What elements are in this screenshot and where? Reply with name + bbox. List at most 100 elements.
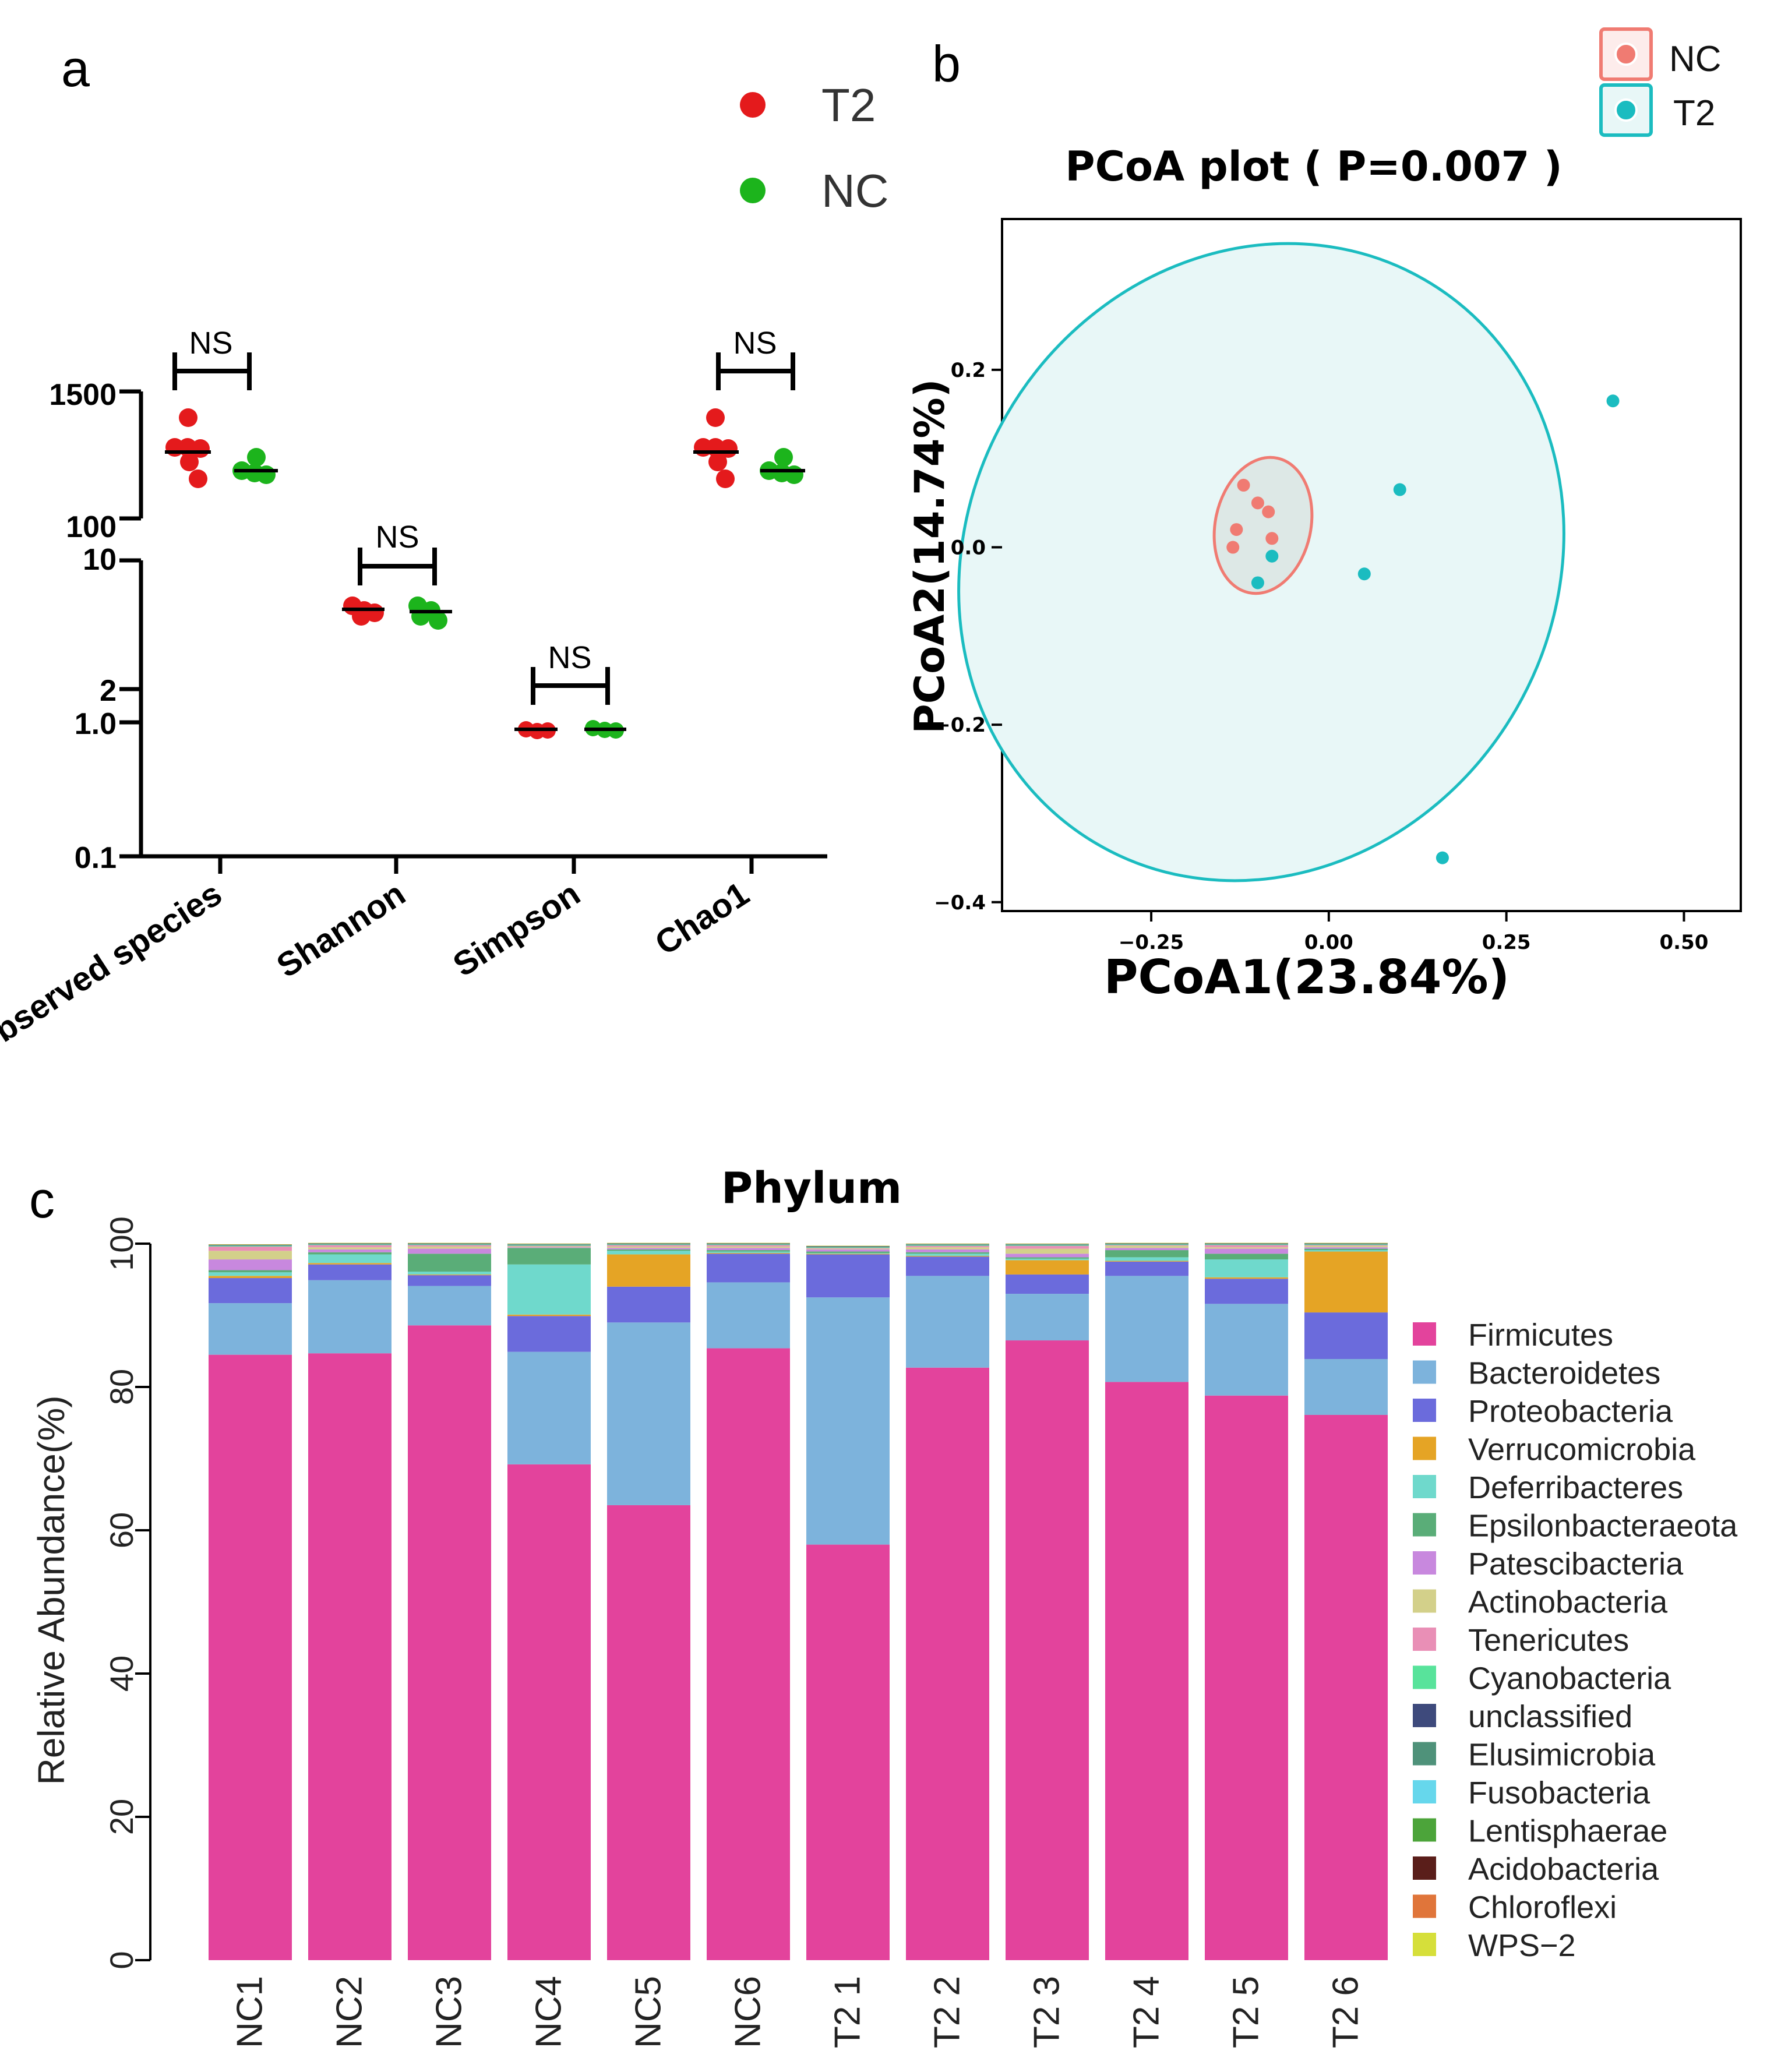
- legend-b-label-nc: NC: [1669, 39, 1722, 79]
- bar-segment-nc3-patescibacteria: [408, 1248, 491, 1254]
- bar-segment-t21-patescibacteria: [806, 1249, 890, 1252]
- bar-segment-t25-wps2: [1205, 1243, 1288, 1244]
- pcoa-xtick-label-1: −0.25: [1119, 931, 1184, 954]
- xtick-label-c-t22: T2 2: [927, 1976, 968, 2048]
- legend-c-swatch-patescibacteria: [1413, 1551, 1436, 1575]
- point-a-cha-nc-4: [785, 465, 803, 484]
- bar-segment-t25-firmicutes: [1205, 1395, 1288, 1960]
- bar-segment-nc6-verrucomicrobia: [707, 1252, 790, 1254]
- bar-segment-t23-actinobacteria: [1006, 1248, 1089, 1254]
- panel-letter-b: b: [932, 35, 961, 93]
- bracket-shannon: NS: [358, 520, 437, 585]
- legend-c-swatch-actinobacteria: [1413, 1589, 1436, 1613]
- pcoa-point-t2-6: [1436, 851, 1449, 864]
- bar-segment-t22-proteobacteria: [906, 1256, 989, 1276]
- bar-segment-nc1-verrucomicrobia: [209, 1276, 292, 1279]
- bar-segment-nc5-wps2: [607, 1243, 690, 1244]
- bar-segment-t23-deferribacteres: [1006, 1258, 1089, 1261]
- legend-b-label-t2: T2: [1673, 93, 1715, 133]
- legend-c-swatch-acidobacteria: [1413, 1856, 1436, 1880]
- significance-a: NS NS NS NS: [172, 326, 795, 705]
- ns-label-simpson: NS: [548, 640, 591, 675]
- xtick-label-c-t23: T2 3: [1027, 1976, 1067, 2048]
- legend-c-label-wps2: WPS−2: [1468, 1928, 1576, 1963]
- bar-segment-nc4-epsilonbacteraeota: [507, 1248, 591, 1265]
- legend-c-swatch-wps2: [1413, 1933, 1436, 1956]
- bar-segment-nc2-unclassified: [308, 1244, 392, 1245]
- bar-segment-t22-deferribacteres: [906, 1254, 989, 1256]
- xtick-label-c-nc1: NC1: [230, 1976, 270, 2048]
- bar-segment-nc3-cyanobacteria: [408, 1244, 491, 1245]
- axes-b: −0.25 0.00 0.25 0.50 −0.4 −0.2 0.0 0.2: [934, 359, 1708, 954]
- bar-segment-nc6-patescibacteria: [707, 1248, 790, 1251]
- legend-c-swatch-elusimicrobia: [1413, 1742, 1436, 1766]
- xtick-label-a-shannon: Shannon: [270, 874, 412, 985]
- bar-segment-nc2-verrucomicrobia: [308, 1263, 392, 1265]
- bar-segment-nc1-tenericutes: [209, 1246, 292, 1251]
- chart-b-ylabel: PCoA2(14.74%): [906, 379, 954, 733]
- bar-segment-t23-epsilonbacteraeota: [1006, 1257, 1089, 1259]
- ytick-label-c-80: 80: [103, 1369, 140, 1405]
- chart-c-ylabel: Relative Abundance(%): [30, 1396, 72, 1785]
- xtick-label-a-simpson: Simpson: [446, 874, 587, 984]
- bar-segment-nc1-deferribacteres: [209, 1272, 292, 1276]
- bar-segment-nc3-tenericutes: [408, 1245, 491, 1247]
- panel-letter-c: c: [29, 1171, 55, 1229]
- ns-label-chao1: NS: [733, 326, 777, 361]
- legend-c-swatch-firmicutes: [1413, 1322, 1436, 1346]
- legend-a-label-t2: T2: [821, 79, 876, 131]
- legend-c-label-acidobacteria: Acidobacteria: [1468, 1852, 1659, 1887]
- bar-segment-nc2-firmicutes: [308, 1353, 392, 1960]
- ytick-label-a-100: 100: [66, 510, 117, 544]
- pcoa-point-nc-5: [1226, 541, 1240, 554]
- bar-segment-t21-wps2: [806, 1245, 890, 1247]
- panel-c: Phylum 0 20 40 60 80 100 NC1 NC2 NC3 NC4 NC5 NC6 T2 …: [30, 1163, 1738, 2048]
- legend-c: FirmicutesBacteroidetesProteobacteriaVer…: [1413, 1318, 1738, 1963]
- legend-c-label-actinobacteria: Actinobacteria: [1468, 1585, 1668, 1620]
- bar-segment-t22-epsilonbacteraeota: [906, 1252, 989, 1254]
- bar-segment-t23-fusobacteria: [1006, 1244, 1089, 1245]
- bar-segment-t24-actinobacteria: [1105, 1245, 1188, 1248]
- legend-c-swatch-bacteroidetes: [1413, 1360, 1436, 1384]
- bar-segment-nc4-tenericutes: [507, 1245, 591, 1247]
- xtick-label-a-chao1: Chao1: [648, 874, 756, 962]
- legend-c-swatch-verrucomicrobia: [1413, 1436, 1436, 1460]
- bar-segment-nc1-proteobacteria: [209, 1278, 292, 1304]
- bar-segment-nc5-verrucomicrobia: [607, 1254, 690, 1287]
- legend-c-label-proteobacteria: Proteobacteria: [1468, 1394, 1673, 1429]
- bar-segment-t24-verrucomicrobia: [1105, 1261, 1188, 1262]
- bar-segment-nc1-cyanobacteria: [209, 1245, 292, 1247]
- xtick-label-c-nc2: NC2: [330, 1976, 370, 2048]
- bar-segment-t22-actinobacteria: [906, 1247, 989, 1249]
- pcoa-point-nc-6: [1265, 532, 1279, 545]
- pcoa-ytick-label-2: −0.2: [934, 714, 986, 737]
- legend-c-label-elusimicrobia: Elusimicrobia: [1468, 1738, 1656, 1773]
- bar-segment-t22-firmicutes: [906, 1367, 989, 1960]
- legend-c-swatch-tenericutes: [1413, 1628, 1436, 1651]
- bar-segment-t24-epsilonbacteraeota: [1105, 1250, 1188, 1258]
- bar-segment-nc4-firmicutes: [507, 1464, 591, 1960]
- bar-segment-nc4-deferribacteres: [507, 1264, 591, 1315]
- ns-label-observed-species: NS: [189, 326, 232, 361]
- bar-segment-t21-deferribacteres: [806, 1252, 890, 1254]
- ytick-label-a-10: 10: [83, 543, 117, 577]
- bar-segment-nc1-epsilonbacteraeota: [209, 1270, 292, 1273]
- points-a: [165, 408, 805, 739]
- bar-segment-nc3-wps2: [408, 1243, 491, 1244]
- ytick-label-c-40: 40: [103, 1656, 140, 1692]
- xtick-label-c-nc5: NC5: [629, 1976, 669, 2048]
- bar-segment-nc5-actinobacteria: [607, 1246, 690, 1248]
- bar-segment-t23-firmicutes: [1006, 1340, 1089, 1960]
- legend-c-label-firmicutes: Firmicutes: [1468, 1318, 1613, 1353]
- legend-c-label-patescibacteria: Patescibacteria: [1468, 1547, 1684, 1582]
- bar-segment-t22-elusimicrobia: [906, 1244, 989, 1245]
- legend-c-swatch-deferribacteres: [1413, 1475, 1436, 1498]
- chart-c-title: Phylum: [721, 1163, 902, 1213]
- bracket-observed-species: NS: [172, 326, 252, 390]
- legend-c-label-cyanobacteria: Cyanobacteria: [1468, 1661, 1671, 1696]
- legend-b-marker-nc: [1614, 43, 1638, 66]
- ytick-label-c-100: 100: [103, 1216, 140, 1270]
- bar-segment-nc2-actinobacteria: [308, 1247, 392, 1249]
- pcoa-point-nc-1: [1237, 478, 1250, 492]
- legend-b-marker-t2: [1614, 98, 1638, 122]
